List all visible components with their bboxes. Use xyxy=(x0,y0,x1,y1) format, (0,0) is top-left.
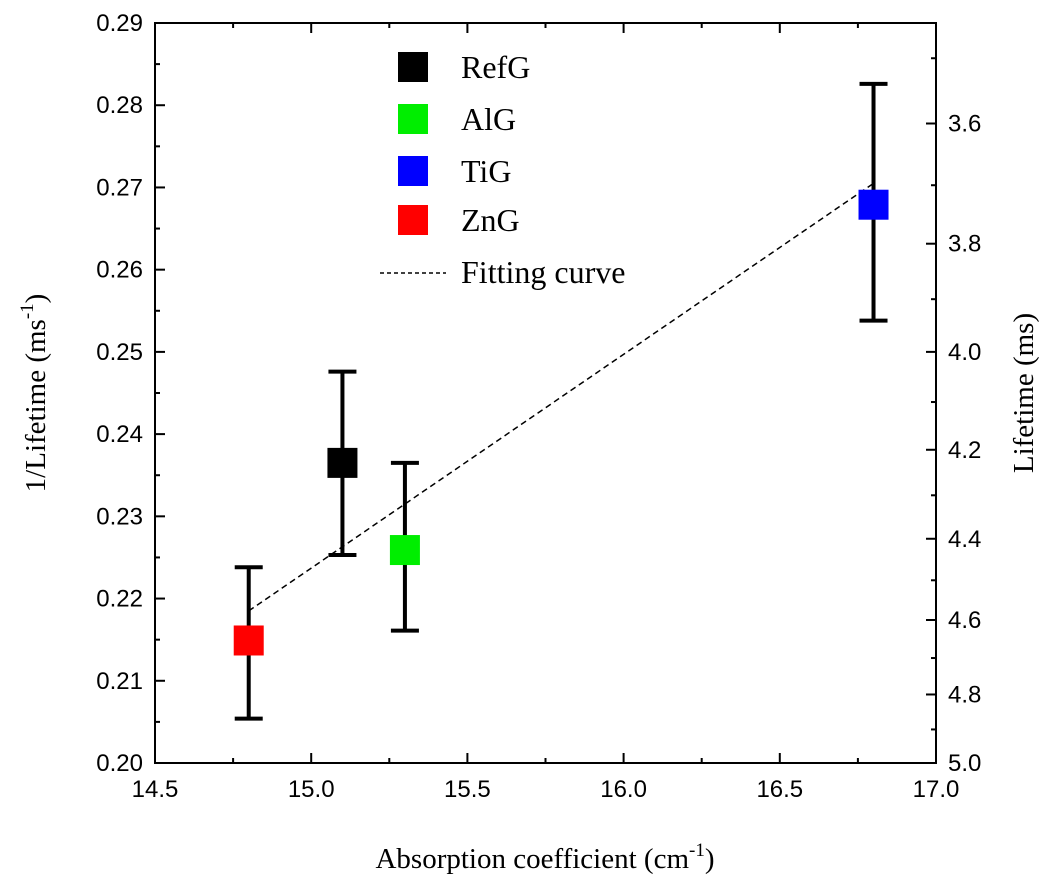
legend-swatch-alg xyxy=(398,104,428,134)
y-tick-label: 0.22 xyxy=(96,586,143,613)
y-tick-label: 0.20 xyxy=(96,750,143,777)
marker-alg xyxy=(389,535,420,566)
x-tick-label: 15.5 xyxy=(444,776,491,803)
y2-tick-label: 4.8 xyxy=(948,681,981,708)
legend-label-refg: RefG xyxy=(461,49,530,85)
x-tick-label: 16.5 xyxy=(756,776,803,803)
y-axis-title: 1/Lifetime (ms-1) xyxy=(17,294,52,493)
y-tick-label: 0.27 xyxy=(96,174,143,201)
point-refg xyxy=(327,369,358,557)
y-tick-label: 0.26 xyxy=(96,257,143,284)
marker-tig xyxy=(858,189,889,220)
data-marks xyxy=(233,81,889,721)
y2-tick-label: 4.2 xyxy=(948,437,981,464)
x-tick-label: 17.0 xyxy=(913,776,960,803)
y-tick-label: 0.23 xyxy=(96,503,143,530)
axis-ticks: 14.5 15.0 15.5 16.0 16.5 17.0 0.20 0.21 0.22 0.23… xyxy=(96,10,981,803)
fitting-curve-layer xyxy=(248,182,874,612)
y-tick-label: 0.29 xyxy=(96,10,143,37)
y-tick-label: 0.21 xyxy=(96,668,143,695)
fitting-curve-line xyxy=(248,182,874,612)
plot-frame xyxy=(154,22,937,764)
y-tick-label: 0.28 xyxy=(96,92,143,119)
legend-swatch-tig xyxy=(398,156,428,186)
y-tick-label: 0.24 xyxy=(96,421,143,448)
marker-zng xyxy=(233,625,264,656)
marker-refg xyxy=(327,447,358,478)
y2-axis-title: Lifetime (ms) xyxy=(1008,313,1040,473)
legend-swatch-refg xyxy=(398,52,428,82)
x-tick-label: 16.0 xyxy=(600,776,647,803)
legend-label-fitting-curve: Fitting curve xyxy=(461,254,625,290)
y2-tick-label: 3.8 xyxy=(948,231,981,258)
x-tick-label: 15.0 xyxy=(288,776,335,803)
legend-label-tig: TiG xyxy=(461,153,511,189)
point-alg xyxy=(389,460,420,633)
legend: RefG AlG TiG ZnG Fitting curve xyxy=(380,49,625,290)
y2-tick-label: 4.6 xyxy=(948,607,981,634)
point-zng xyxy=(233,565,264,721)
y2-tick-label: 3.6 xyxy=(948,110,981,137)
y2-tick-label: 5.0 xyxy=(948,750,981,777)
legend-label-alg: AlG xyxy=(461,101,516,137)
legend-label-zng: ZnG xyxy=(461,202,520,238)
x-tick-label: 14.5 xyxy=(132,776,179,803)
y2-tick-label: 4.0 xyxy=(948,339,981,366)
x-axis-title: Absorption coefficient (cm-1) xyxy=(375,840,714,875)
legend-swatch-zng xyxy=(398,205,428,235)
y2-tick-label: 4.4 xyxy=(948,526,981,553)
point-tig xyxy=(858,81,889,323)
y-tick-label: 0.25 xyxy=(96,339,143,366)
